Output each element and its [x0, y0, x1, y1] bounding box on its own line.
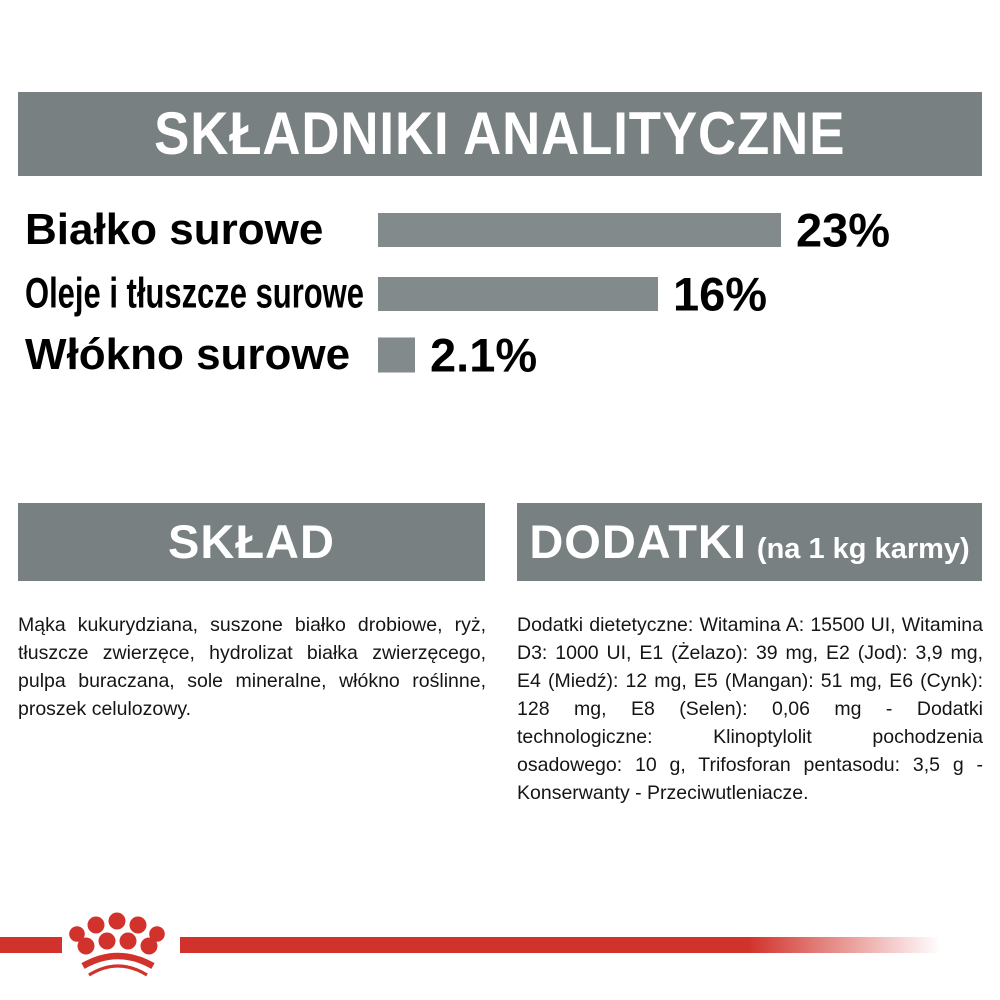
- sklad-body-text: Mąka kukurydziana, suszone białko drobio…: [18, 613, 486, 720]
- footer-red-band-right: [180, 937, 948, 953]
- chart-row-fat: Oleje i tłuszcze surowe 16%: [0, 264, 1000, 324]
- chart-bar-protein: [378, 213, 781, 247]
- analytics-header-bar: SKŁADNIKI ANALITYCZNE: [18, 92, 982, 176]
- dodatki-subtitle: (na 1 kg karmy): [756, 533, 970, 565]
- royal-canin-crown-icon: [69, 912, 165, 977]
- chart-label-fat: Oleje i tłuszcze surowe: [25, 269, 364, 318]
- chart-bar-fat: [378, 277, 658, 311]
- dodatki-title: DODATKI: [529, 515, 747, 568]
- chart-value-fat: 16%: [673, 267, 768, 321]
- dodatki-header-bar: DODATKI (na 1 kg karmy): [517, 503, 982, 581]
- chart-value-fibre: 2.1%: [430, 328, 538, 382]
- chart-row-fibre: Włókno surowe 2.1%: [0, 325, 1000, 385]
- analytics-title: SKŁADNIKI ANALITYCZNE: [154, 100, 846, 167]
- chart-bar-fibre: [378, 337, 415, 373]
- footer-red-band-left: [0, 937, 62, 953]
- chart-row-protein: Białko surowe 23%: [0, 200, 1000, 260]
- dodatki-body-text: Dodatki dietetyczne: Witamina A: 15500 U…: [517, 613, 983, 804]
- sklad-title: SKŁAD: [168, 515, 335, 568]
- chart-label-protein: Białko surowe: [25, 205, 324, 254]
- chart-label-fibre: Włókno surowe: [25, 330, 351, 379]
- sklad-header-bar: SKŁAD: [18, 503, 485, 581]
- chart-value-protein: 23%: [796, 203, 891, 257]
